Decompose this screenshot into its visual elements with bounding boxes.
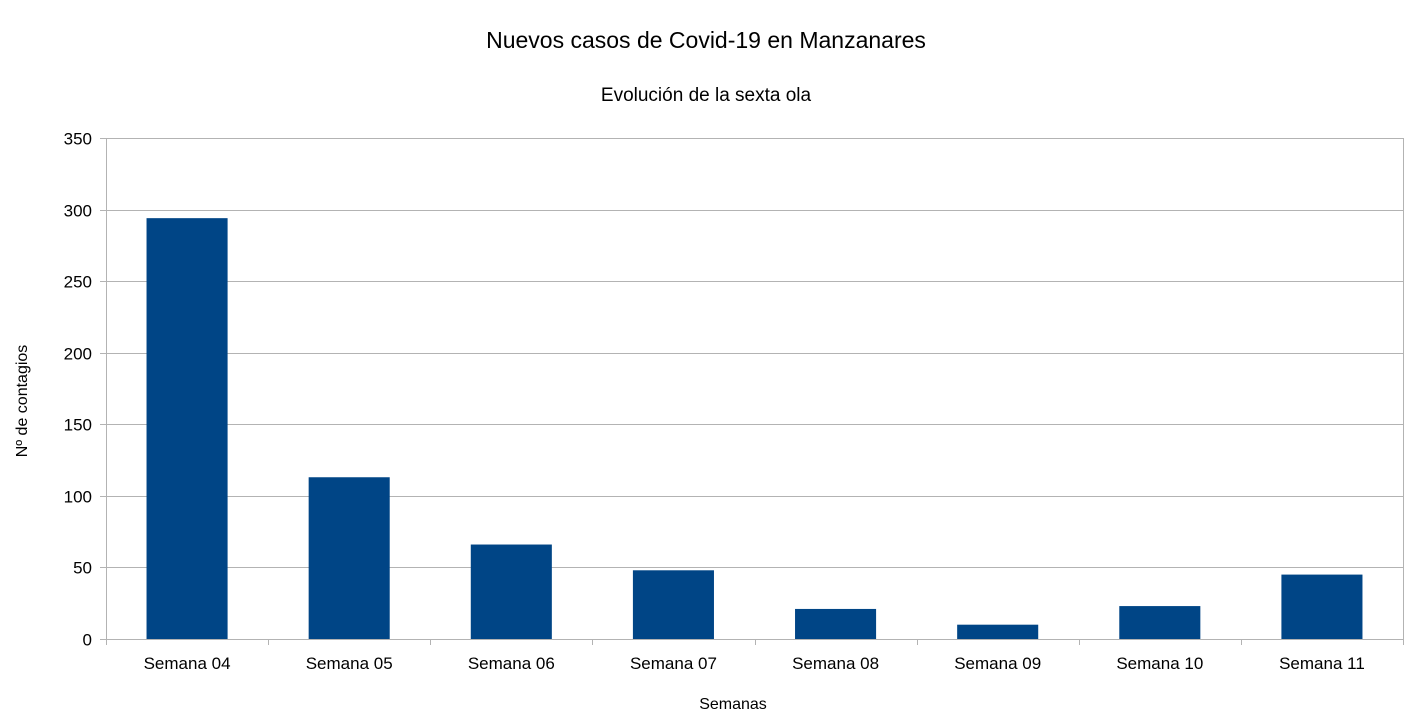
x-tick-label-2: Semana 05: [306, 654, 393, 673]
bar-4: [632, 570, 714, 639]
y-tick-label-300: 300: [64, 202, 92, 221]
x-tick-label-5: Semana 08: [792, 654, 879, 673]
x-tick-label-7: Semana 10: [1116, 654, 1203, 673]
bar-5: [795, 608, 877, 639]
y-tick-label-0: 0: [83, 631, 92, 650]
y-tick-label-100: 100: [64, 488, 92, 507]
x-tick-labels: Semana 04 Semana 05 Semana 06 Semana 07 Sema…: [144, 654, 1365, 673]
bar-1: [146, 218, 228, 639]
y-tick-label-250: 250: [64, 273, 92, 292]
bar-8: [1281, 574, 1363, 639]
x-tick-label-6: Semana 09: [954, 654, 1041, 673]
y-axis-label: Nº de contagios: [14, 345, 31, 458]
bar-6: [957, 624, 1039, 639]
x-axis-label: Semanas: [699, 696, 767, 713]
bar-2: [308, 477, 390, 639]
chart-title: Nuevos casos de Covid-19 en Manzanares: [486, 27, 926, 53]
x-tick-label-8: Semana 11: [1279, 654, 1365, 673]
x-tick-label-1: Semana 04: [144, 654, 231, 673]
bar-3: [470, 544, 552, 639]
y-tick-label-50: 50: [73, 559, 92, 578]
x-tick-label-3: Semana 06: [468, 654, 555, 673]
y-tick-label-200: 200: [64, 345, 92, 364]
bar-7: [1119, 606, 1201, 639]
y-tick-labels: 0 50 100 150 200 250 300 350: [64, 130, 92, 650]
y-tick-label-150: 150: [64, 416, 92, 435]
chart-subtitle: Evolución de la sexta ola: [601, 85, 812, 106]
y-tick-label-350: 350: [64, 130, 92, 149]
gridlines: [106, 138, 1403, 568]
bars: [146, 218, 1363, 639]
axes: [100, 138, 1404, 645]
x-tick-label-4: Semana 07: [630, 654, 717, 673]
